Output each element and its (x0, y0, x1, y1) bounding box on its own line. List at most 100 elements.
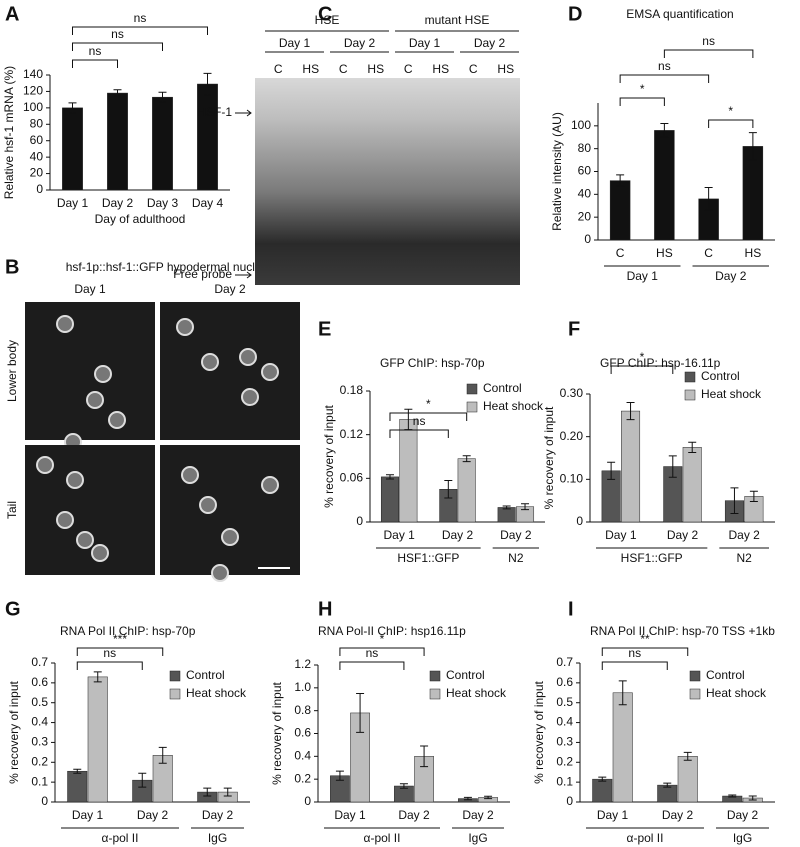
error-bar (68, 102, 77, 114)
bar (592, 778, 613, 803)
panel-letter: H (318, 598, 332, 620)
day-label: Day 2 (344, 36, 376, 50)
significance-label: ns (134, 11, 147, 25)
panel-letter: B (5, 256, 19, 278)
legend-swatch (169, 688, 181, 700)
nucleus (201, 353, 219, 371)
error-bar (484, 795, 493, 800)
significance-bracket (663, 49, 754, 58)
y-axis-label: % recovery of input (532, 680, 546, 783)
bar (62, 107, 83, 191)
y-tick-label: 0.1 (556, 774, 573, 788)
x-tick-label: Day 2 (462, 808, 494, 822)
y-tick-label: 0.8 (294, 703, 311, 717)
error-bar (399, 783, 408, 789)
y-tick-label: 20 (30, 166, 44, 180)
nucleus (66, 471, 84, 489)
y-tick-label: 0.6 (31, 675, 48, 689)
x-tick-label: Day 2 (442, 528, 474, 542)
legend-swatch (466, 401, 478, 413)
chart-title: RNA Pol-II ChIP: hsp16.11p (318, 624, 466, 638)
group-label: Day 1 (627, 269, 659, 283)
lane-label: C (404, 62, 413, 76)
nucleus (56, 511, 74, 529)
x-tick-label: Day 2 (102, 196, 134, 210)
column-label: Day 1 (74, 282, 106, 296)
legend-label: Control (701, 369, 740, 383)
nucleus (241, 388, 259, 406)
nucleus (176, 318, 194, 336)
x-tick-label: Day 1 (72, 808, 104, 822)
group-label: α-pol II (364, 831, 401, 845)
y-tick-label: 0.4 (31, 715, 48, 729)
y-axis-label: Relative hsf-1 mRNA (%) (2, 66, 16, 199)
error-bar (385, 474, 394, 480)
bar (457, 458, 476, 523)
significance-bracket (339, 661, 405, 670)
legend-swatch (684, 371, 696, 383)
y-axis-label: % recovery of input (270, 681, 284, 784)
chart-title: GFP ChIP: hsp-16.11p (600, 356, 721, 370)
error-bar (704, 186, 713, 211)
error-bar (668, 455, 677, 478)
y-tick-label: 40 (30, 149, 44, 163)
y-tick-label: 40 (578, 187, 592, 201)
nucleus (199, 496, 217, 514)
legend-label: Heat shock (706, 686, 767, 700)
significance-label: * (426, 397, 431, 411)
bar (197, 83, 218, 191)
bar (612, 692, 633, 803)
bar (67, 770, 88, 803)
error-bar (749, 490, 758, 503)
legend-label: Control (483, 381, 522, 395)
y-tick-label: 1.2 (294, 657, 311, 671)
x-tick-label: HS (745, 246, 762, 260)
significance-bracket (76, 647, 164, 656)
lane-label: C (469, 62, 478, 76)
panel-title: hsf-1p::hsf-1::GFP hypodermal nuclei (66, 260, 265, 274)
significance-label: * (640, 82, 645, 96)
nucleus (56, 315, 74, 333)
nucleus (76, 531, 94, 549)
y-tick-label: 0 (36, 182, 43, 196)
significance-bracket (389, 429, 449, 438)
x-tick-label: Day 2 (398, 808, 430, 822)
error-bar (138, 772, 147, 788)
day-label: Day 1 (279, 36, 311, 50)
error-bar (521, 503, 530, 511)
nucleus (86, 391, 104, 409)
group-label: mutant HSE (425, 13, 490, 27)
legend-label: Heat shock (701, 387, 762, 401)
group-label: Day 2 (715, 269, 747, 283)
bar (497, 507, 516, 523)
y-tick-label: 1.0 (294, 680, 311, 694)
significance-bracket (72, 26, 208, 35)
significance-label: ** (640, 632, 650, 646)
lane-label: HS (497, 62, 514, 76)
y-axis-label: % recovery of input (7, 680, 21, 783)
error-bar (616, 174, 625, 187)
x-tick-label: Day 2 (667, 528, 699, 542)
error-bar (223, 787, 232, 797)
significance-label: * (640, 350, 645, 364)
y-tick-label: 80 (30, 116, 44, 130)
y-tick-label: 120 (23, 84, 43, 98)
error-bar (688, 441, 697, 453)
x-tick-label: Day 1 (383, 528, 415, 542)
nucleus (36, 456, 54, 474)
error-bar (203, 72, 212, 96)
legend-swatch (429, 670, 441, 682)
bar (107, 92, 128, 191)
group-label: α-pol II (102, 831, 139, 845)
legend-swatch (429, 688, 441, 700)
significance-label: ns (628, 646, 641, 660)
band-label: HSF-1 (197, 105, 232, 119)
x-tick-label: Day 1 (334, 808, 366, 822)
significance-bracket (619, 74, 710, 83)
y-tick-label: 0.18 (340, 383, 364, 397)
group-label: HSF1::GFP (397, 551, 459, 565)
legend-label: Heat shock (446, 686, 507, 700)
significance-label: ns (111, 27, 124, 41)
group-label: HSE (315, 13, 340, 27)
y-tick-label: 0.3 (556, 735, 573, 749)
